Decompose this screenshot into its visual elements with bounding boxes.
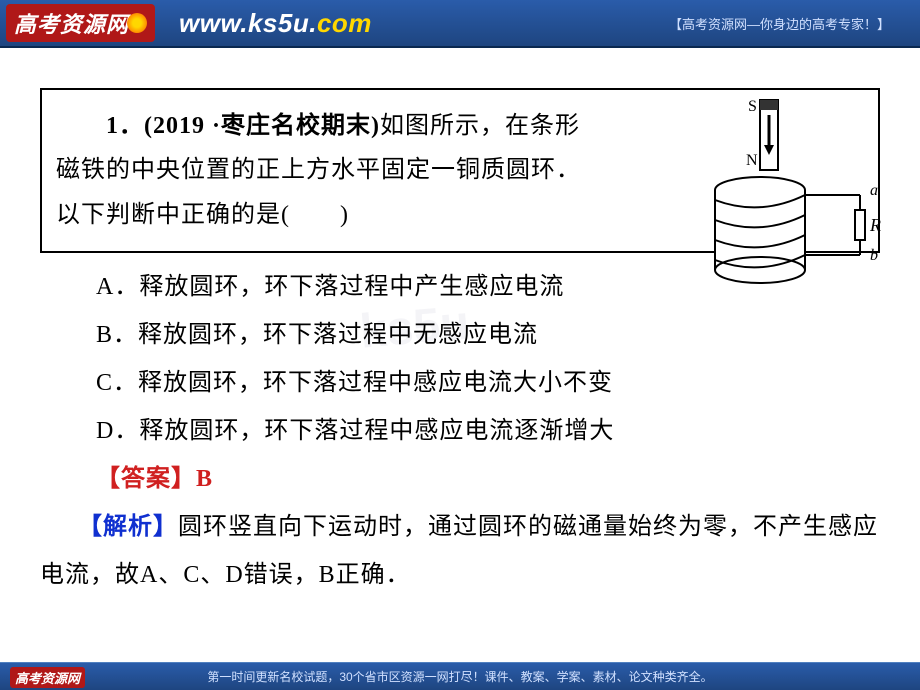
- question-source: (2019 ·枣庄名校期末): [144, 113, 380, 139]
- header-slogan: 【高考资源网—你身边的高考专家！】: [669, 14, 890, 33]
- label-N: N: [746, 152, 758, 169]
- option-b: B．释放圆环，环下落过程中无感应电流: [96, 311, 880, 359]
- answer-value: B: [196, 466, 213, 492]
- logo-container: 高考资源网: [6, 4, 155, 42]
- label-a: a: [870, 182, 878, 199]
- footer-text: 第一时间更新名校试题，30个省市区资源一网打尽！课件、教案、学案、素材、论文种类…: [207, 668, 712, 685]
- sun-icon: [127, 13, 147, 33]
- footer-bar: 高考资源网 第一时间更新名校试题，30个省市区资源一网打尽！课件、教案、学案、素…: [0, 662, 920, 690]
- option-list: A．释放圆环，环下落过程中产生感应电流 B．释放圆环，环下落过程中无感应电流 C…: [96, 263, 880, 503]
- option-c: C．释放圆环，环下落过程中感应电流大小不变: [96, 359, 880, 407]
- logo-badge: 高考资源网: [6, 3, 161, 43]
- header-url: www.ks5u.com: [179, 8, 372, 39]
- diagram-svg: S N a R b: [670, 95, 890, 295]
- footer-logo: 高考资源网: [10, 667, 85, 688]
- physics-diagram: S N a R b: [670, 95, 890, 295]
- analysis-block: 【解析】圆环竖直向下运动时，通过圆环的磁通量始终为零，不产生感应电流，故A、C、…: [40, 503, 880, 599]
- answer-label: 【答案】: [96, 466, 196, 492]
- url-www: www: [179, 8, 240, 38]
- logo-text: 高考资源网: [14, 7, 129, 39]
- option-d: D．释放圆环，环下落过程中感应电流逐渐增大: [96, 407, 880, 455]
- url-domain: ks5u: [248, 8, 309, 38]
- answer-line: 【答案】B: [96, 455, 880, 503]
- label-b: b: [870, 247, 878, 264]
- question-number: 1．: [106, 113, 144, 139]
- url-tld: com: [317, 8, 372, 38]
- header-bar: 高考资源网 www.ks5u.com 【高考资源网—你身边的高考专家！】: [0, 0, 920, 48]
- footer-logo-text: 高考资源网: [15, 668, 80, 687]
- label-S: S: [748, 98, 757, 115]
- analysis-label: 【解析】: [90, 514, 178, 540]
- label-R: R: [869, 215, 881, 235]
